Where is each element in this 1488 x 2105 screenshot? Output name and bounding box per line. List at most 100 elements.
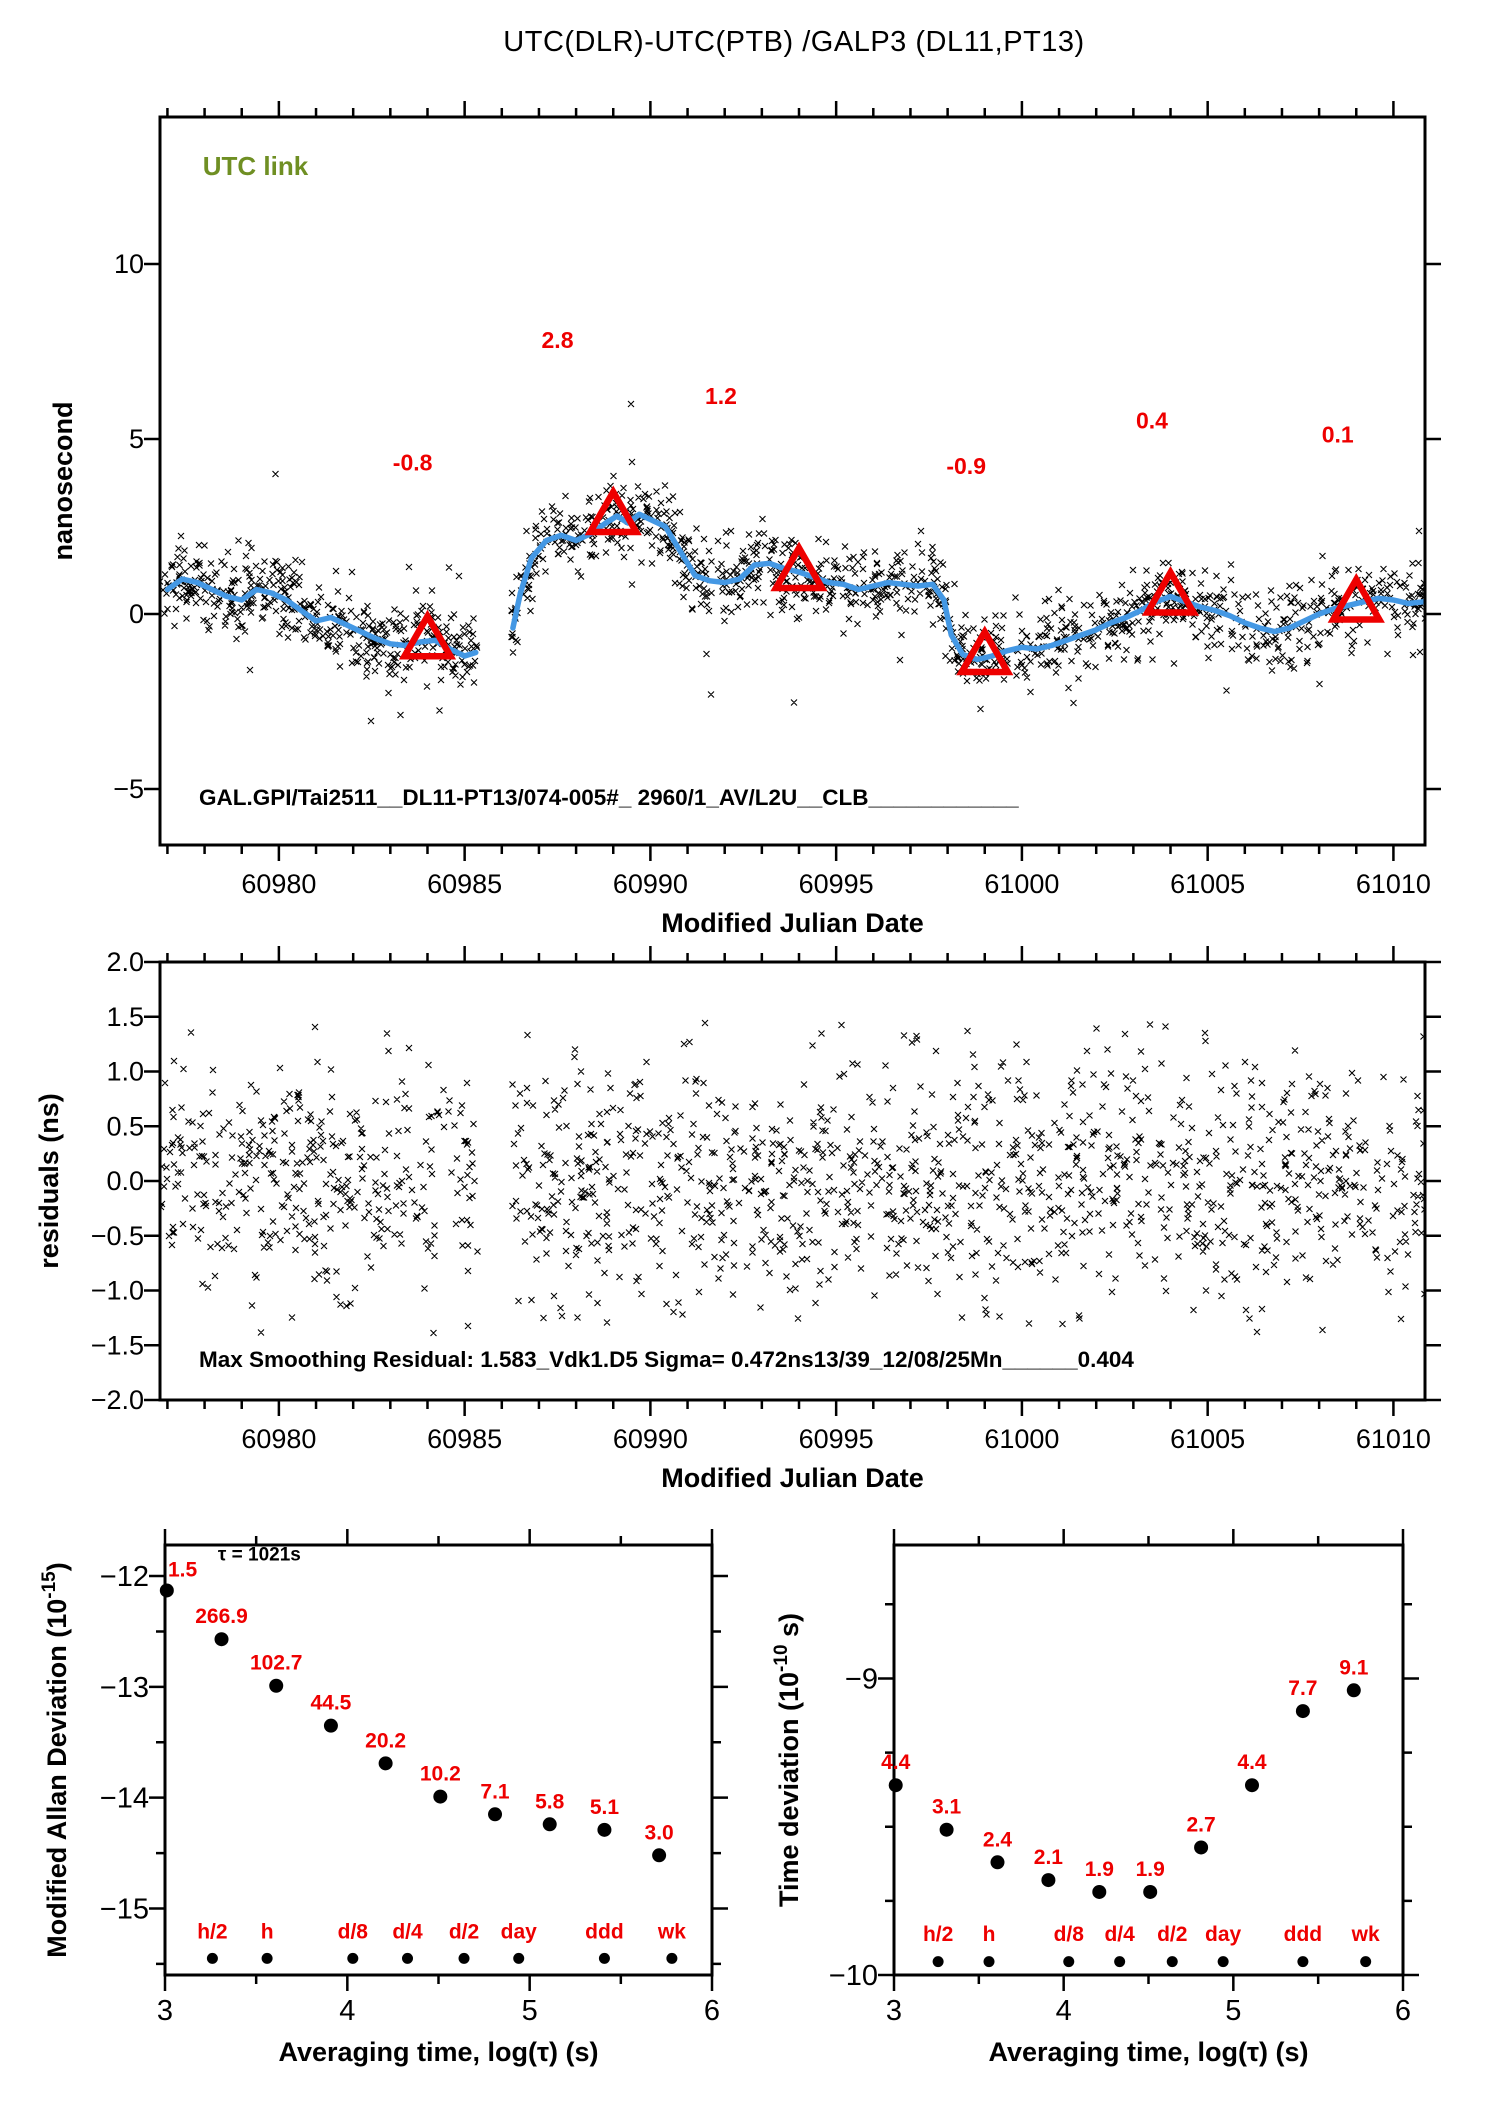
- tdev-point: [939, 1822, 954, 1837]
- tdev-point: [1092, 1884, 1107, 1899]
- tau-marks: h/2 h d/8 d/4 d/2 day ddd wk: [197, 1920, 686, 1964]
- x-axis-title: Modified Julian Date: [661, 908, 924, 938]
- tdev-panel: 3 4 5 6 −9 −10 Averaging time, log(τ) (s) Time …: [771, 1529, 1419, 2067]
- y-tick-label: −0.5: [91, 1221, 144, 1251]
- y-tick-label: −15: [100, 1894, 149, 1926]
- y-tick-label: 1.0: [106, 1057, 144, 1087]
- mdev-point: [214, 1632, 229, 1647]
- y-tick-label: −1.5: [91, 1330, 144, 1360]
- tau-mark-dot: [598, 1952, 610, 1964]
- mdev-point: [542, 1817, 557, 1832]
- point-value-label: 2.4: [983, 1828, 1013, 1851]
- tau-mark-label: h/2: [923, 1923, 953, 1946]
- tau-mark-label: h: [983, 1923, 996, 1946]
- x-tick-label: 61005: [1170, 869, 1245, 899]
- y-tick-label: 5: [129, 424, 144, 454]
- point-value-label: 2.7: [1186, 1813, 1215, 1836]
- calibration-triangle: [956, 625, 1014, 676]
- mdev-point: [269, 1678, 284, 1693]
- tau-mark-dot: [1166, 1956, 1178, 1968]
- calibration-value-label: 0.1: [1322, 422, 1354, 448]
- tau-mark-dot: [1360, 1956, 1372, 1968]
- tau-mark-dot: [402, 1952, 414, 1964]
- tau-mark-label: wk: [1351, 1923, 1380, 1946]
- x-axis-title: Modified Julian Date: [661, 1463, 924, 1493]
- tau-mark-dot: [513, 1952, 525, 1964]
- x-axis-title: Averaging time, log(τ) (s): [988, 2037, 1308, 2067]
- point-value-label: 1.9: [1136, 1858, 1165, 1881]
- tau-mark-label: day: [1205, 1923, 1242, 1946]
- point-value-label: 2.1: [1034, 1846, 1064, 1869]
- tau-mark-label: ddd: [585, 1920, 623, 1943]
- tdev-point: [1295, 1704, 1310, 1719]
- tau-mark-label: d/2: [449, 1920, 479, 1943]
- utc-link-note: UTC link: [203, 151, 309, 181]
- tau-mark-dot: [206, 1952, 218, 1964]
- tau-mark-label: wk: [657, 1920, 686, 1943]
- point-value-label: 7.1: [480, 1780, 510, 1803]
- tdev-point: [1244, 1778, 1259, 1793]
- calibration-value-label: 1.2: [705, 383, 737, 409]
- mdev-point: [597, 1822, 612, 1837]
- x-tick-label: 61000: [984, 869, 1059, 899]
- x-tick-label: 60985: [427, 1424, 502, 1454]
- mdev-point: [378, 1756, 393, 1771]
- calibration-value-label: -0.8: [393, 450, 433, 476]
- tau-note: τ = 1021s: [218, 1545, 301, 1566]
- point-value-label: 5.8: [535, 1790, 565, 1813]
- calibration-value-label: 0.4: [1136, 408, 1168, 434]
- y-tick-label: 2.0: [106, 947, 144, 977]
- point-value-label: 5.1: [590, 1796, 620, 1819]
- y-tick-label: −9: [845, 1663, 878, 1695]
- x-axis-title: Averaging time, log(τ) (s): [278, 2037, 598, 2067]
- tdev-point: [990, 1855, 1005, 1870]
- smoothed-line-path: [164, 511, 1426, 663]
- x-tick-label: 61010: [1356, 869, 1431, 899]
- y-tick-label: 0.5: [106, 1111, 144, 1141]
- tau-mark-label: d/4: [1104, 1923, 1135, 1946]
- tau-marks: h/2 h d/8 d/4 d/2 day ddd wk: [923, 1923, 1380, 1968]
- x-tick-label: 3: [886, 1995, 902, 2027]
- phase-inner-label: GAL.GPI/Tai2511__DL11-PT13/074-005#_ 296…: [199, 785, 1019, 810]
- tau-mark-dot: [1114, 1956, 1126, 1968]
- point-value-label: 20.2: [365, 1729, 406, 1752]
- tau-mark-dot: [458, 1952, 470, 1964]
- tau-mark-dot: [932, 1956, 944, 1968]
- x-tick-label: 60995: [799, 869, 874, 899]
- point-value-label: 4.4: [1237, 1751, 1267, 1774]
- tau-mark-label: day: [501, 1920, 538, 1943]
- point-value-label: 10.2: [420, 1763, 461, 1786]
- tdev-point: [1194, 1840, 1209, 1855]
- x-tick-label: 60980: [241, 1424, 316, 1454]
- mdev-panel: 3 4 5 6 −12 −13 −14 −15 Averaging time, log(τ) (…: [39, 1529, 728, 2067]
- tau-mark-label: d/4: [392, 1920, 423, 1943]
- tau-mark-label: h: [261, 1920, 274, 1943]
- mdev-point: [488, 1807, 503, 1822]
- mdev-point: [652, 1848, 667, 1863]
- point-value-label: 44.5: [310, 1692, 351, 1715]
- point-value-label: 7.7: [1288, 1677, 1317, 1700]
- tdev-point: [888, 1778, 903, 1793]
- mdev-point: [323, 1718, 338, 1733]
- point-value-label: 102.7: [250, 1652, 303, 1675]
- point-value-label: 1.9: [1085, 1858, 1114, 1881]
- x-tick-label: 5: [522, 1995, 538, 2027]
- y-axis-title: nanosecond: [48, 401, 78, 560]
- x-tick-label: 60990: [613, 1424, 688, 1454]
- resid-axes: 60980 60985 60990 60995 61000 61005 61010 2.0 1.…: [34, 946, 1441, 1493]
- calibration-triangle: [584, 485, 642, 536]
- point-value-label: 266.9: [195, 1605, 248, 1628]
- y-tick-label: −14: [100, 1783, 149, 1815]
- resid-panel: Max Smoothing Residual: 1.583_Vdk1.D5 Si…: [34, 946, 1441, 1493]
- calibration-triangle: [1327, 572, 1385, 623]
- calibration-value-label: 2.8: [542, 327, 574, 353]
- x-tick-label: 4: [339, 1995, 355, 2027]
- x-tick-label: 6: [1395, 1995, 1411, 2027]
- x-tick-label: 60990: [613, 869, 688, 899]
- tdev-point: [1041, 1873, 1056, 1888]
- phase-panel: -0.8 2.8 1.2 -0.9 0.4 0.1 UTC link GAL.GPI/Tai2…: [48, 101, 1441, 938]
- tau-mark-label: h/2: [197, 1920, 227, 1943]
- tau-mark-dot: [666, 1952, 678, 1964]
- point-value-label: 1.5: [168, 1558, 198, 1581]
- x-tick-label: 6: [704, 1995, 720, 2027]
